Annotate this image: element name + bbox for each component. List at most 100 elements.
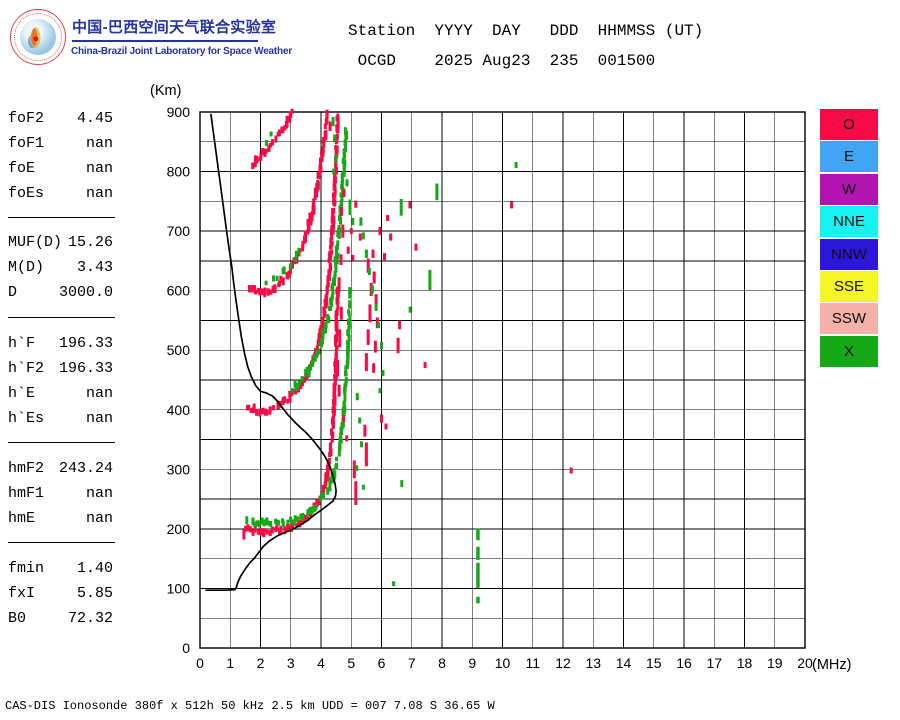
svg-text:800: 800 bbox=[167, 164, 191, 180]
legend-item-E: E bbox=[820, 141, 878, 173]
param-value: nan bbox=[85, 185, 113, 202]
param-row-hE: h`E nan bbox=[8, 381, 113, 406]
param-value: 3000.0 bbox=[58, 284, 113, 301]
param-row-MUF: MUF(D) 15.26 bbox=[8, 230, 113, 255]
param-group-critical-frequencies: foF2 4.45 foF1 nan foE nan foEs nan bbox=[8, 106, 113, 206]
param-value: 196.33 bbox=[58, 360, 113, 377]
param-label: h`Es bbox=[8, 410, 45, 427]
param-row-foEs: foEs nan bbox=[8, 181, 113, 206]
param-divider bbox=[8, 317, 115, 318]
param-value: 5.85 bbox=[76, 585, 113, 602]
svg-text:900: 900 bbox=[167, 104, 191, 120]
svg-text:17: 17 bbox=[706, 655, 722, 671]
logo-ring bbox=[14, 13, 62, 61]
legend-item-SSE: SSE bbox=[820, 270, 878, 302]
param-label: foF1 bbox=[8, 135, 45, 152]
legend-label: SSW bbox=[831, 310, 867, 328]
svg-text:16: 16 bbox=[676, 655, 692, 671]
lab-title-english: China-Brazil Joint Laboratory for Space … bbox=[71, 46, 293, 57]
param-divider bbox=[8, 442, 115, 443]
x-axis-unit-label: (MHz) bbox=[812, 657, 851, 673]
svg-text:9: 9 bbox=[468, 655, 476, 671]
svg-text:500: 500 bbox=[167, 342, 191, 358]
param-label: foE bbox=[8, 160, 36, 177]
legend-item-X: X bbox=[820, 335, 878, 367]
legend-item-O: O bbox=[820, 109, 878, 140]
param-value: 196.33 bbox=[58, 335, 113, 352]
param-value: 243.24 bbox=[58, 460, 113, 477]
station-values-row: OCGD 2025 Aug23 235 001500 bbox=[348, 52, 656, 70]
param-label: h`E bbox=[8, 385, 36, 402]
param-value: nan bbox=[85, 410, 113, 427]
svg-text:10: 10 bbox=[495, 655, 511, 671]
svg-text:3: 3 bbox=[287, 655, 295, 671]
legend-item-NNE: NNE bbox=[820, 206, 878, 238]
svg-text:14: 14 bbox=[616, 655, 632, 671]
param-row-foE: foE nan bbox=[8, 156, 113, 181]
param-label: fxI bbox=[8, 585, 36, 602]
param-value: 4.45 bbox=[76, 110, 113, 127]
legend-label: O bbox=[843, 116, 855, 133]
param-row-hF: h`F 196.33 bbox=[8, 331, 113, 356]
svg-text:20: 20 bbox=[797, 655, 813, 671]
svg-text:1: 1 bbox=[226, 655, 234, 671]
svg-text:0: 0 bbox=[182, 640, 190, 656]
svg-text:13: 13 bbox=[585, 655, 601, 671]
param-group-muf: MUF(D) 15.26 M(D) 3.43 D 3000.0 bbox=[8, 230, 113, 305]
svg-text:5: 5 bbox=[347, 655, 355, 671]
param-label: h`F2 bbox=[8, 360, 45, 377]
param-row-foF1: foF1 nan bbox=[8, 131, 113, 156]
param-label: M(D) bbox=[8, 259, 45, 276]
legend-label: W bbox=[841, 180, 857, 198]
param-group-peak-heights: hmF2 243.24 hmF1 nan hmE nan bbox=[8, 456, 113, 531]
svg-text:6: 6 bbox=[378, 655, 386, 671]
lab-title-chinese: 中国-巴西空间天气联合实验室 bbox=[72, 19, 277, 36]
param-value: nan bbox=[85, 385, 113, 402]
param-row-B0: B0 72.32 bbox=[8, 606, 113, 631]
param-row-hmF2: hmF2 243.24 bbox=[8, 456, 113, 481]
legend-label: NNE bbox=[833, 213, 865, 231]
param-row-hF2: h`F2 196.33 bbox=[8, 356, 113, 381]
echo-legend: O E W NNE NNW SSE SSW X bbox=[820, 109, 878, 368]
legend-item-W: W bbox=[820, 173, 878, 205]
svg-text:400: 400 bbox=[167, 402, 191, 418]
legend-label: X bbox=[843, 342, 854, 360]
y-axis-unit-label: (Km) bbox=[150, 83, 181, 99]
svg-text:300: 300 bbox=[167, 461, 191, 477]
param-value: 1.40 bbox=[76, 560, 113, 577]
param-row-fmin: fmin 1.40 bbox=[8, 556, 113, 581]
legend-label: NNW bbox=[831, 245, 867, 263]
param-row-D: D 3000.0 bbox=[8, 280, 113, 305]
param-row-hmE: hmE nan bbox=[8, 506, 113, 531]
svg-text:15: 15 bbox=[646, 655, 662, 671]
svg-text:8: 8 bbox=[438, 655, 446, 671]
svg-text:12: 12 bbox=[555, 655, 571, 671]
param-label: hmE bbox=[8, 510, 36, 527]
svg-text:4: 4 bbox=[317, 655, 325, 671]
param-value: nan bbox=[85, 135, 113, 152]
legend-label: SSE bbox=[833, 277, 864, 295]
svg-text:0: 0 bbox=[196, 655, 204, 671]
param-group-misc: fmin 1.40 fxI 5.85 B0 72.32 bbox=[8, 556, 113, 631]
param-row-hEs: h`Es nan bbox=[8, 406, 113, 431]
legend-item-NNW: NNW bbox=[820, 238, 878, 270]
param-label: fmin bbox=[8, 560, 45, 577]
logo-globe-icon bbox=[20, 19, 56, 55]
legend-item-SSW: SSW bbox=[820, 303, 878, 335]
param-label: hmF2 bbox=[8, 460, 45, 477]
svg-text:700: 700 bbox=[167, 223, 191, 239]
param-label: MUF(D) bbox=[8, 234, 63, 251]
param-label: B0 bbox=[8, 610, 27, 627]
param-row-MD: M(D) 3.43 bbox=[8, 255, 113, 280]
instrument-caption: CAS-DIS Ionosonde 380f x 512h 50 kHz 2.5… bbox=[5, 699, 495, 713]
param-divider bbox=[8, 217, 115, 218]
title-underline bbox=[72, 40, 258, 42]
svg-text:18: 18 bbox=[737, 655, 753, 671]
param-label: hmF1 bbox=[8, 485, 45, 502]
param-value: 3.43 bbox=[76, 259, 113, 276]
param-value: 72.32 bbox=[67, 610, 113, 627]
param-row-fxI: fxI 5.85 bbox=[8, 581, 113, 606]
param-label: h`F bbox=[8, 335, 36, 352]
svg-text:19: 19 bbox=[767, 655, 783, 671]
